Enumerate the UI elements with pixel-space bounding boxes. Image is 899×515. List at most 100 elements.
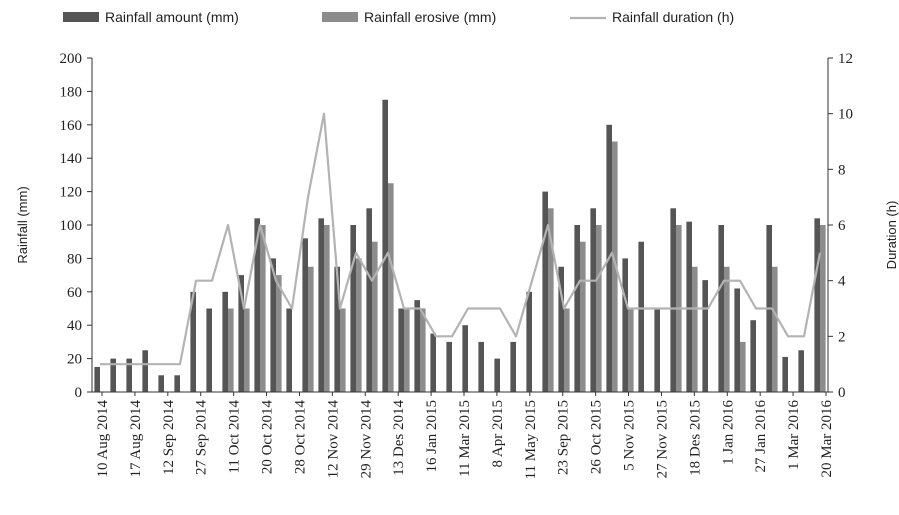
bar-rainfall-amount xyxy=(238,275,244,392)
y-tick-label: 20 xyxy=(67,352,82,368)
legend-label: Rainfall amount (mm) xyxy=(105,9,239,25)
legend-swatch xyxy=(322,12,358,22)
x-tick-label: 23 Sep 2015 xyxy=(556,400,572,475)
bar-rainfall-erosive xyxy=(340,308,346,392)
bar-rainfall-amount xyxy=(510,341,516,392)
bar-rainfall-amount xyxy=(318,218,324,392)
x-tick-label: 18 Des 2015 xyxy=(687,400,703,476)
bar-rainfall-erosive xyxy=(324,225,330,392)
bar-rainfall-amount xyxy=(206,308,212,392)
bar-rainfall-amount xyxy=(190,291,196,392)
x-tick-label: 26 Oct 2015 xyxy=(589,400,605,474)
y-tick-label: 160 xyxy=(60,118,83,134)
bar-rainfall-amount xyxy=(270,258,276,392)
legend: Rainfall amount (mm) Rainfall erosive (mm… xyxy=(63,9,734,25)
x-tick-label: 17 Aug 2014 xyxy=(128,400,144,478)
bar-rainfall-amount xyxy=(702,280,708,392)
x-tick-label: 11 Mar 2015 xyxy=(457,400,473,477)
bar-rainfall-erosive xyxy=(612,141,618,392)
bar-rainfall-amount xyxy=(142,350,148,392)
y-tick-label: 0 xyxy=(75,385,83,401)
y2-tick-label: 8 xyxy=(838,162,846,178)
y-tick-label: 60 xyxy=(67,285,82,301)
bar-rainfall-erosive xyxy=(372,241,378,392)
y-tick-label: 40 xyxy=(67,318,82,334)
bar-rainfall-amount xyxy=(670,208,676,392)
bar-rainfall-amount xyxy=(542,191,548,392)
bar-rainfall-erosive xyxy=(692,266,698,392)
bar-rainfall-amount xyxy=(382,99,388,392)
x-tick-label: 20 Oct 2014 xyxy=(260,400,276,475)
y-tick-label: 140 xyxy=(60,151,83,167)
y-tick-label: 100 xyxy=(60,218,83,234)
y2-tick-label: 12 xyxy=(838,51,853,67)
bar-rainfall-amount xyxy=(110,358,116,392)
y2-tick-label: 2 xyxy=(838,329,846,345)
bar-rainfall-erosive xyxy=(724,266,730,392)
bar-rainfall-amount xyxy=(158,375,164,392)
y2-tick-label: 10 xyxy=(838,107,853,123)
bar-rainfall-amount xyxy=(782,356,788,392)
x-tick-label: 12 Sep 2014 xyxy=(161,400,177,476)
bar-rainfall-erosive xyxy=(308,266,314,392)
bar-rainfall-amount xyxy=(718,225,724,392)
bar-rainfall-erosive xyxy=(276,275,282,392)
bar-rainfall-amount xyxy=(734,288,740,392)
bar-rainfall-erosive xyxy=(228,308,234,392)
bar-rainfall-amount xyxy=(574,225,580,392)
x-tick-label: 8 Apr 2015 xyxy=(490,400,506,468)
x-tick-label: 11 May 2015 xyxy=(523,400,539,479)
x-tick-label: 27 Nov 2015 xyxy=(655,400,671,478)
x-tick-label: 27 Jan 2016 xyxy=(753,400,769,473)
bar-rainfall-erosive xyxy=(404,308,410,392)
bar-rainfall-amount xyxy=(558,266,564,392)
legend-swatch xyxy=(63,12,99,22)
duration-line-group xyxy=(100,112,822,366)
bar-rainfall-amount xyxy=(686,221,692,392)
x-tick-label: 28 Oct 2014 xyxy=(293,400,309,475)
x-tick-label: 12 Nov 2014 xyxy=(325,400,341,479)
y-tick-label: 200 xyxy=(60,51,83,67)
bar-rainfall-erosive xyxy=(820,225,826,392)
bar-rainfall-amount xyxy=(478,341,484,392)
y-tick-label: 120 xyxy=(60,185,83,201)
x-tick-label: 1 Mar 2016 xyxy=(786,400,802,470)
bar-rainfall-erosive xyxy=(564,308,570,392)
y2-axis-title: Duration (h) xyxy=(884,201,899,270)
y2-tick-label: 0 xyxy=(838,385,846,401)
axes: 0 20 40 60 80 100 120 140 160 180 200 0 2 4 6 8 10 12 10 A… xyxy=(60,51,854,479)
bar-rainfall-amount xyxy=(462,325,468,392)
bar-rainfall-erosive xyxy=(388,183,394,392)
bar-rainfall-erosive xyxy=(628,308,634,392)
bar-rainfall-amount xyxy=(366,208,372,392)
bars xyxy=(94,99,826,393)
bar-rainfall-amount xyxy=(174,375,180,392)
y-axis-title: Rainfall (mm) xyxy=(15,186,30,263)
y-tick-label: 180 xyxy=(60,84,83,100)
bar-rainfall-amount xyxy=(446,341,452,392)
bar-rainfall-amount xyxy=(94,366,100,392)
bar-rainfall-erosive xyxy=(596,225,602,392)
x-tick-label: 13 Des 2014 xyxy=(391,400,407,476)
bar-rainfall-amount xyxy=(590,208,596,392)
bar-rainfall-erosive xyxy=(548,208,554,392)
legend-label: Rainfall erosive (mm) xyxy=(364,9,496,25)
x-tick-label: 11 Oct 2014 xyxy=(227,400,243,474)
bar-rainfall-amount xyxy=(798,350,804,392)
bar-rainfall-erosive xyxy=(772,266,778,392)
bar-rainfall-amount xyxy=(334,266,340,392)
bar-rainfall-amount xyxy=(414,300,420,392)
duration-line xyxy=(100,112,822,366)
x-tick-label: 20 Mar 2016 xyxy=(819,400,835,478)
bar-rainfall-amount xyxy=(638,241,644,392)
bar-rainfall-erosive xyxy=(244,308,250,392)
y2-tick-label: 4 xyxy=(838,274,846,290)
bar-rainfall-erosive xyxy=(740,341,746,392)
bar-rainfall-amount xyxy=(494,358,500,392)
y-tick-label: 80 xyxy=(67,251,82,267)
bar-rainfall-amount xyxy=(622,258,628,392)
bar-rainfall-erosive xyxy=(580,241,586,392)
x-tick-label: 16 Jan 2015 xyxy=(424,400,440,473)
x-tick-label: 10 Aug 2014 xyxy=(95,400,111,478)
bar-rainfall-erosive xyxy=(356,258,362,392)
